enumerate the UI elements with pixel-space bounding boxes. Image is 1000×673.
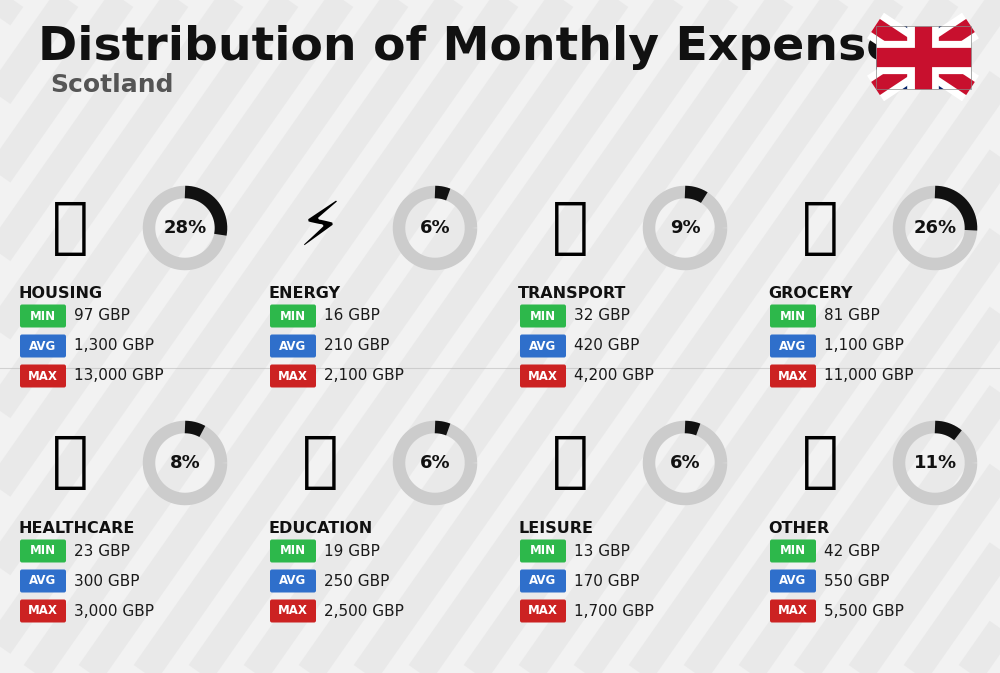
- Text: MAX: MAX: [778, 369, 808, 382]
- FancyBboxPatch shape: [520, 365, 566, 388]
- Text: 🩺: 🩺: [52, 433, 88, 493]
- Text: TRANSPORT: TRANSPORT: [518, 286, 626, 301]
- Text: Distribution of Monthly Expenses: Distribution of Monthly Expenses: [38, 25, 926, 70]
- FancyBboxPatch shape: [770, 540, 816, 563]
- FancyBboxPatch shape: [520, 600, 566, 623]
- Text: 1,100 GBP: 1,100 GBP: [824, 339, 904, 353]
- Text: LEISURE: LEISURE: [518, 521, 593, 536]
- Text: MIN: MIN: [30, 310, 56, 322]
- Text: 3,000 GBP: 3,000 GBP: [74, 604, 154, 618]
- Text: EDUCATION: EDUCATION: [268, 521, 372, 536]
- Text: 6%: 6%: [420, 454, 450, 472]
- FancyBboxPatch shape: [20, 600, 66, 623]
- Text: 11,000 GBP: 11,000 GBP: [824, 369, 914, 384]
- Text: MIN: MIN: [780, 544, 806, 557]
- Text: AVG: AVG: [529, 575, 557, 588]
- FancyBboxPatch shape: [20, 365, 66, 388]
- FancyBboxPatch shape: [520, 304, 566, 328]
- Text: 🎓: 🎓: [302, 433, 338, 493]
- Text: AVG: AVG: [779, 339, 807, 353]
- Text: 5,500 GBP: 5,500 GBP: [824, 604, 904, 618]
- Text: 🛍️: 🛍️: [552, 433, 588, 493]
- Text: MAX: MAX: [778, 604, 808, 618]
- Text: MIN: MIN: [530, 544, 556, 557]
- Text: 9%: 9%: [670, 219, 700, 237]
- FancyBboxPatch shape: [270, 540, 316, 563]
- FancyBboxPatch shape: [520, 334, 566, 357]
- Text: GROCERY: GROCERY: [768, 286, 852, 301]
- Text: 🛒: 🛒: [802, 199, 838, 258]
- Text: 250 GBP: 250 GBP: [324, 573, 389, 588]
- FancyBboxPatch shape: [20, 334, 66, 357]
- Text: 550 GBP: 550 GBP: [824, 573, 889, 588]
- Text: 300 GBP: 300 GBP: [74, 573, 140, 588]
- FancyBboxPatch shape: [270, 365, 316, 388]
- Text: MAX: MAX: [28, 604, 58, 618]
- Text: 81 GBP: 81 GBP: [824, 308, 880, 324]
- Text: 1,700 GBP: 1,700 GBP: [574, 604, 654, 618]
- Text: 420 GBP: 420 GBP: [574, 339, 639, 353]
- Text: HEALTHCARE: HEALTHCARE: [18, 521, 134, 536]
- Text: MAX: MAX: [28, 369, 58, 382]
- FancyBboxPatch shape: [770, 569, 816, 592]
- Text: MAX: MAX: [278, 369, 308, 382]
- Text: 6%: 6%: [420, 219, 450, 237]
- Text: AVG: AVG: [29, 339, 57, 353]
- Text: OTHER: OTHER: [768, 521, 829, 536]
- FancyBboxPatch shape: [876, 26, 970, 89]
- Text: MAX: MAX: [528, 604, 558, 618]
- Text: 97 GBP: 97 GBP: [74, 308, 130, 324]
- Text: MIN: MIN: [30, 544, 56, 557]
- Text: 🏢: 🏢: [52, 199, 88, 258]
- Text: AVG: AVG: [529, 339, 557, 353]
- FancyBboxPatch shape: [770, 365, 816, 388]
- Text: MIN: MIN: [280, 310, 306, 322]
- Text: 19 GBP: 19 GBP: [324, 544, 380, 559]
- Text: HOUSING: HOUSING: [18, 286, 102, 301]
- Text: 42 GBP: 42 GBP: [824, 544, 880, 559]
- Text: 23 GBP: 23 GBP: [74, 544, 130, 559]
- Text: 210 GBP: 210 GBP: [324, 339, 389, 353]
- FancyBboxPatch shape: [270, 569, 316, 592]
- Text: 26%: 26%: [913, 219, 957, 237]
- Text: AVG: AVG: [779, 575, 807, 588]
- Text: ⚡️: ⚡️: [299, 199, 341, 258]
- Text: 💰: 💰: [802, 433, 838, 493]
- Text: AVG: AVG: [29, 575, 57, 588]
- Text: 1,300 GBP: 1,300 GBP: [74, 339, 154, 353]
- Text: 170 GBP: 170 GBP: [574, 573, 639, 588]
- FancyBboxPatch shape: [770, 304, 816, 328]
- FancyBboxPatch shape: [270, 334, 316, 357]
- Text: 16 GBP: 16 GBP: [324, 308, 380, 324]
- Text: 11%: 11%: [913, 454, 957, 472]
- Text: Scotland: Scotland: [50, 73, 174, 97]
- Text: MAX: MAX: [528, 369, 558, 382]
- Text: 🚌: 🚌: [552, 199, 588, 258]
- FancyBboxPatch shape: [520, 569, 566, 592]
- Text: 6%: 6%: [670, 454, 700, 472]
- FancyBboxPatch shape: [20, 569, 66, 592]
- Text: 13,000 GBP: 13,000 GBP: [74, 369, 164, 384]
- Text: 28%: 28%: [163, 219, 207, 237]
- Text: 32 GBP: 32 GBP: [574, 308, 630, 324]
- Text: AVG: AVG: [279, 575, 307, 588]
- FancyBboxPatch shape: [770, 600, 816, 623]
- FancyBboxPatch shape: [20, 540, 66, 563]
- FancyBboxPatch shape: [270, 304, 316, 328]
- FancyBboxPatch shape: [20, 304, 66, 328]
- Text: 4,200 GBP: 4,200 GBP: [574, 369, 654, 384]
- FancyBboxPatch shape: [770, 334, 816, 357]
- Text: 2,500 GBP: 2,500 GBP: [324, 604, 404, 618]
- Text: AVG: AVG: [279, 339, 307, 353]
- Text: MIN: MIN: [780, 310, 806, 322]
- Text: MIN: MIN: [530, 310, 556, 322]
- Text: 13 GBP: 13 GBP: [574, 544, 630, 559]
- FancyBboxPatch shape: [270, 600, 316, 623]
- Text: ENERGY: ENERGY: [268, 286, 340, 301]
- Text: 8%: 8%: [170, 454, 200, 472]
- Text: MIN: MIN: [280, 544, 306, 557]
- Text: 2,100 GBP: 2,100 GBP: [324, 369, 404, 384]
- Text: MAX: MAX: [278, 604, 308, 618]
- FancyBboxPatch shape: [520, 540, 566, 563]
